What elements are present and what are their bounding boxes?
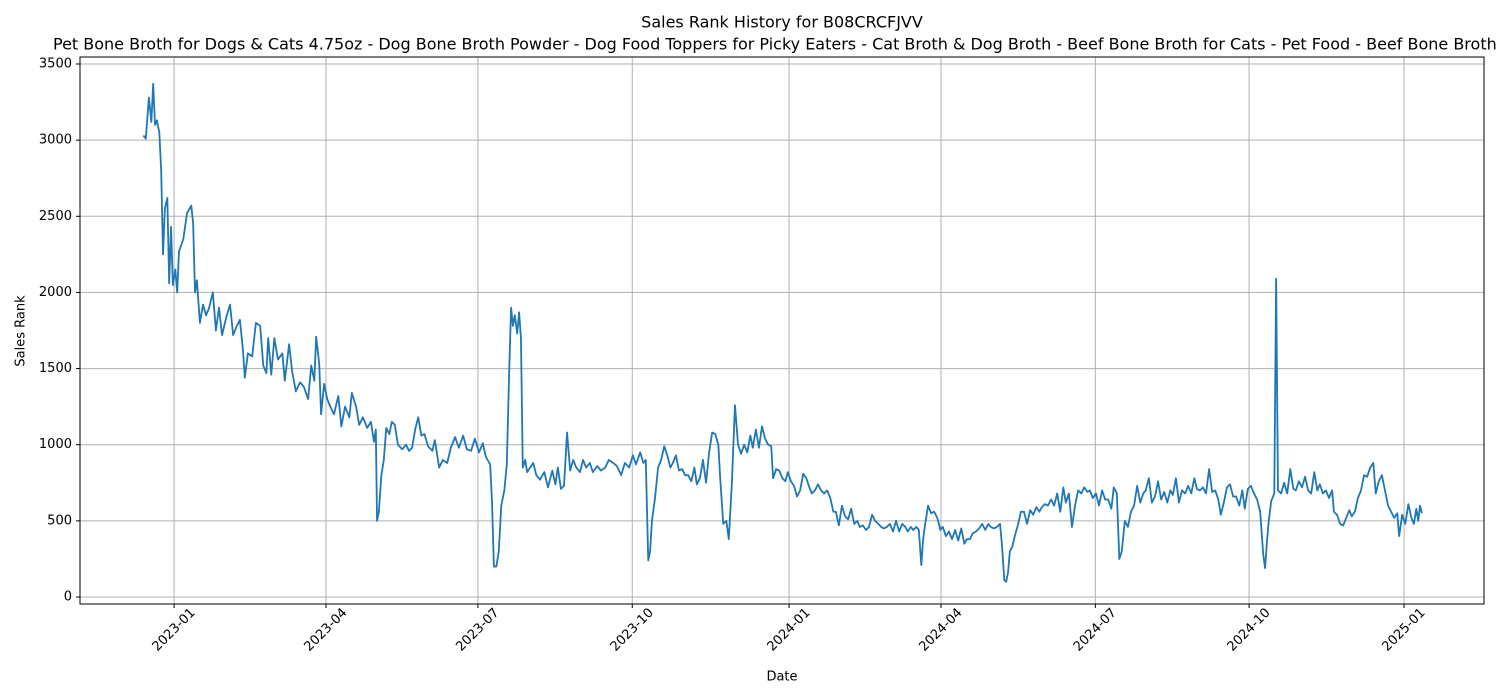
chart-subtitle: Pet Bone Broth for Dogs & Cats 4.75oz - … (53, 35, 1500, 54)
y-tick-label: 2000 (39, 285, 72, 300)
y-tick-label: 1500 (39, 361, 72, 376)
plot-frame (79, 56, 1485, 605)
y-tick-label: 3000 (39, 133, 72, 148)
chart-title: Sales Rank History for B08CRCFJVV (641, 13, 923, 32)
data-line (142, 82, 1423, 583)
y-tick-label: 3500 (39, 57, 72, 72)
x-axis-label: Date (766, 670, 797, 685)
y-tick-label: 2500 (39, 209, 72, 224)
y-tick-label: 500 (47, 513, 72, 528)
y-tick-label: 0 (64, 589, 72, 604)
y-tick-label: 1000 (39, 437, 72, 452)
y-axis-label: Sales Rank (14, 295, 29, 367)
